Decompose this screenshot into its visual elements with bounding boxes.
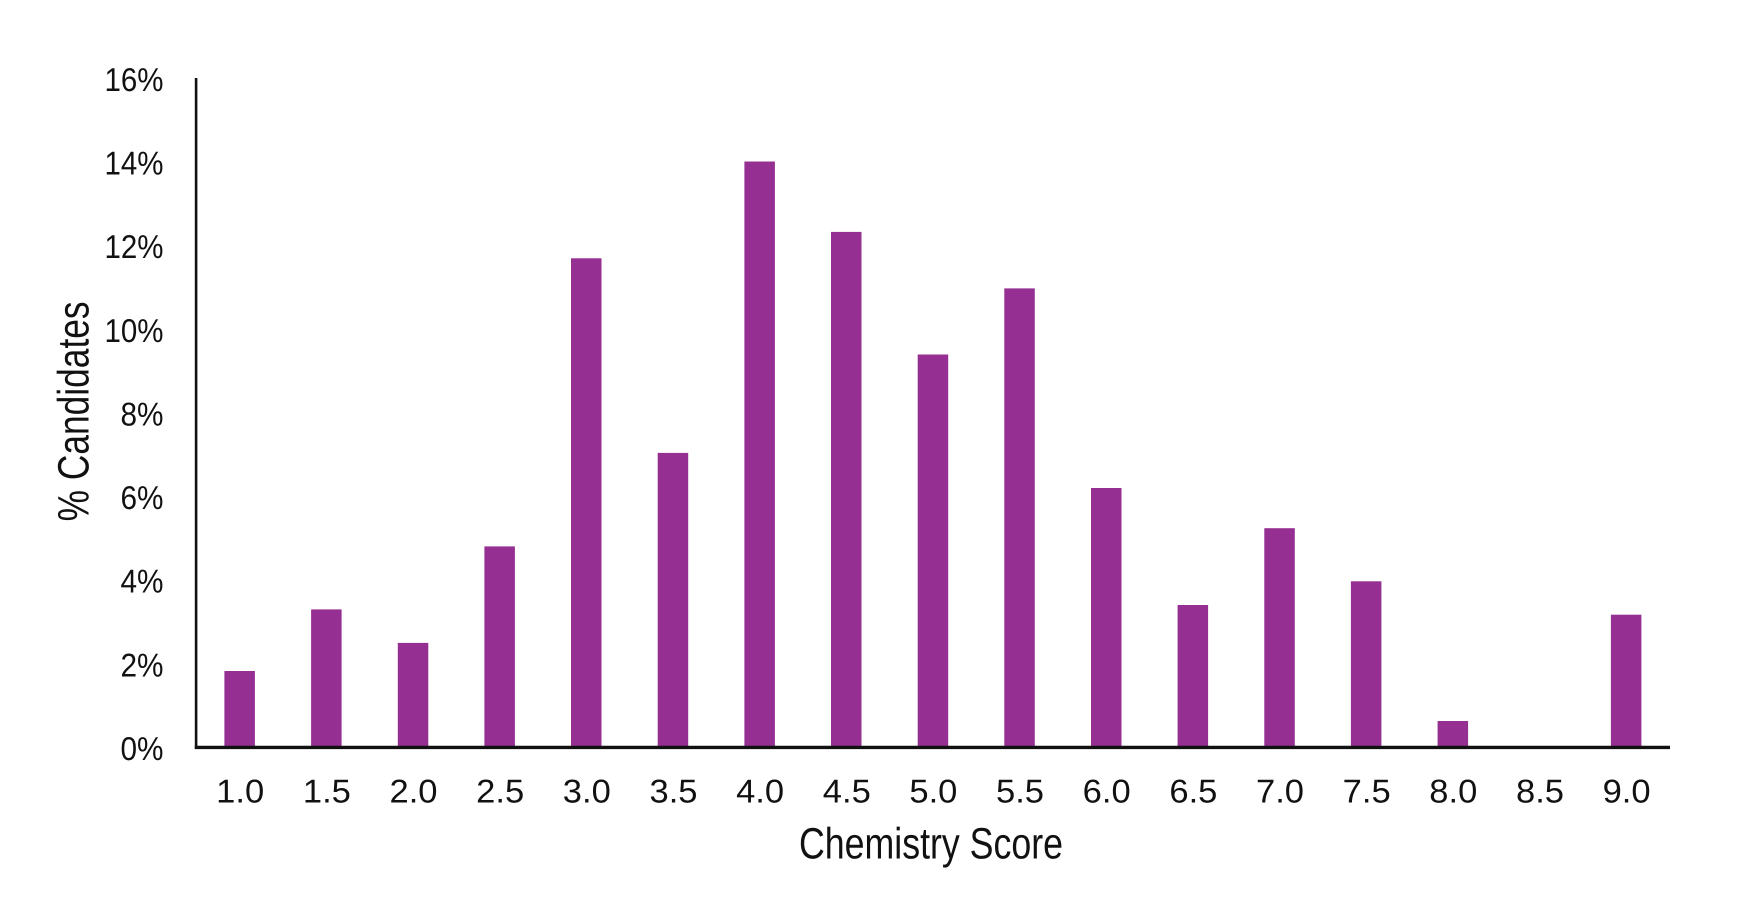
svg-text:7.0: 7.0	[1256, 772, 1304, 809]
svg-text:4.5: 4.5	[823, 772, 871, 809]
svg-text:3.5: 3.5	[650, 772, 698, 809]
svg-text:5.5: 5.5	[996, 772, 1044, 809]
svg-text:8.0: 8.0	[1429, 772, 1477, 809]
svg-text:Chemistry Score: Chemistry Score	[799, 819, 1063, 868]
svg-text:7.5: 7.5	[1343, 772, 1391, 809]
svg-text:1.0: 1.0	[216, 772, 264, 809]
svg-text:6%: 6%	[121, 479, 164, 516]
svg-text:8%: 8%	[121, 395, 164, 432]
svg-text:2%: 2%	[121, 646, 164, 683]
svg-text:12%: 12%	[105, 228, 164, 265]
svg-text:3.0: 3.0	[563, 772, 611, 809]
svg-text:6.0: 6.0	[1083, 772, 1131, 809]
svg-text:4.0: 4.0	[736, 772, 784, 809]
svg-text:8.5: 8.5	[1516, 772, 1564, 809]
svg-text:1.5: 1.5	[303, 772, 351, 809]
svg-text:2.5: 2.5	[476, 772, 524, 809]
svg-text:14%: 14%	[105, 145, 164, 182]
svg-text:6.5: 6.5	[1169, 772, 1217, 809]
svg-text:10%: 10%	[105, 312, 164, 349]
svg-text:% Candidates: % Candidates	[50, 301, 99, 521]
svg-text:4%: 4%	[121, 563, 164, 600]
svg-text:5.0: 5.0	[909, 772, 957, 809]
svg-text:9.0: 9.0	[1603, 772, 1651, 809]
svg-text:2.0: 2.0	[390, 772, 438, 809]
svg-text:0%: 0%	[121, 730, 164, 767]
svg-text:16%: 16%	[105, 61, 164, 98]
